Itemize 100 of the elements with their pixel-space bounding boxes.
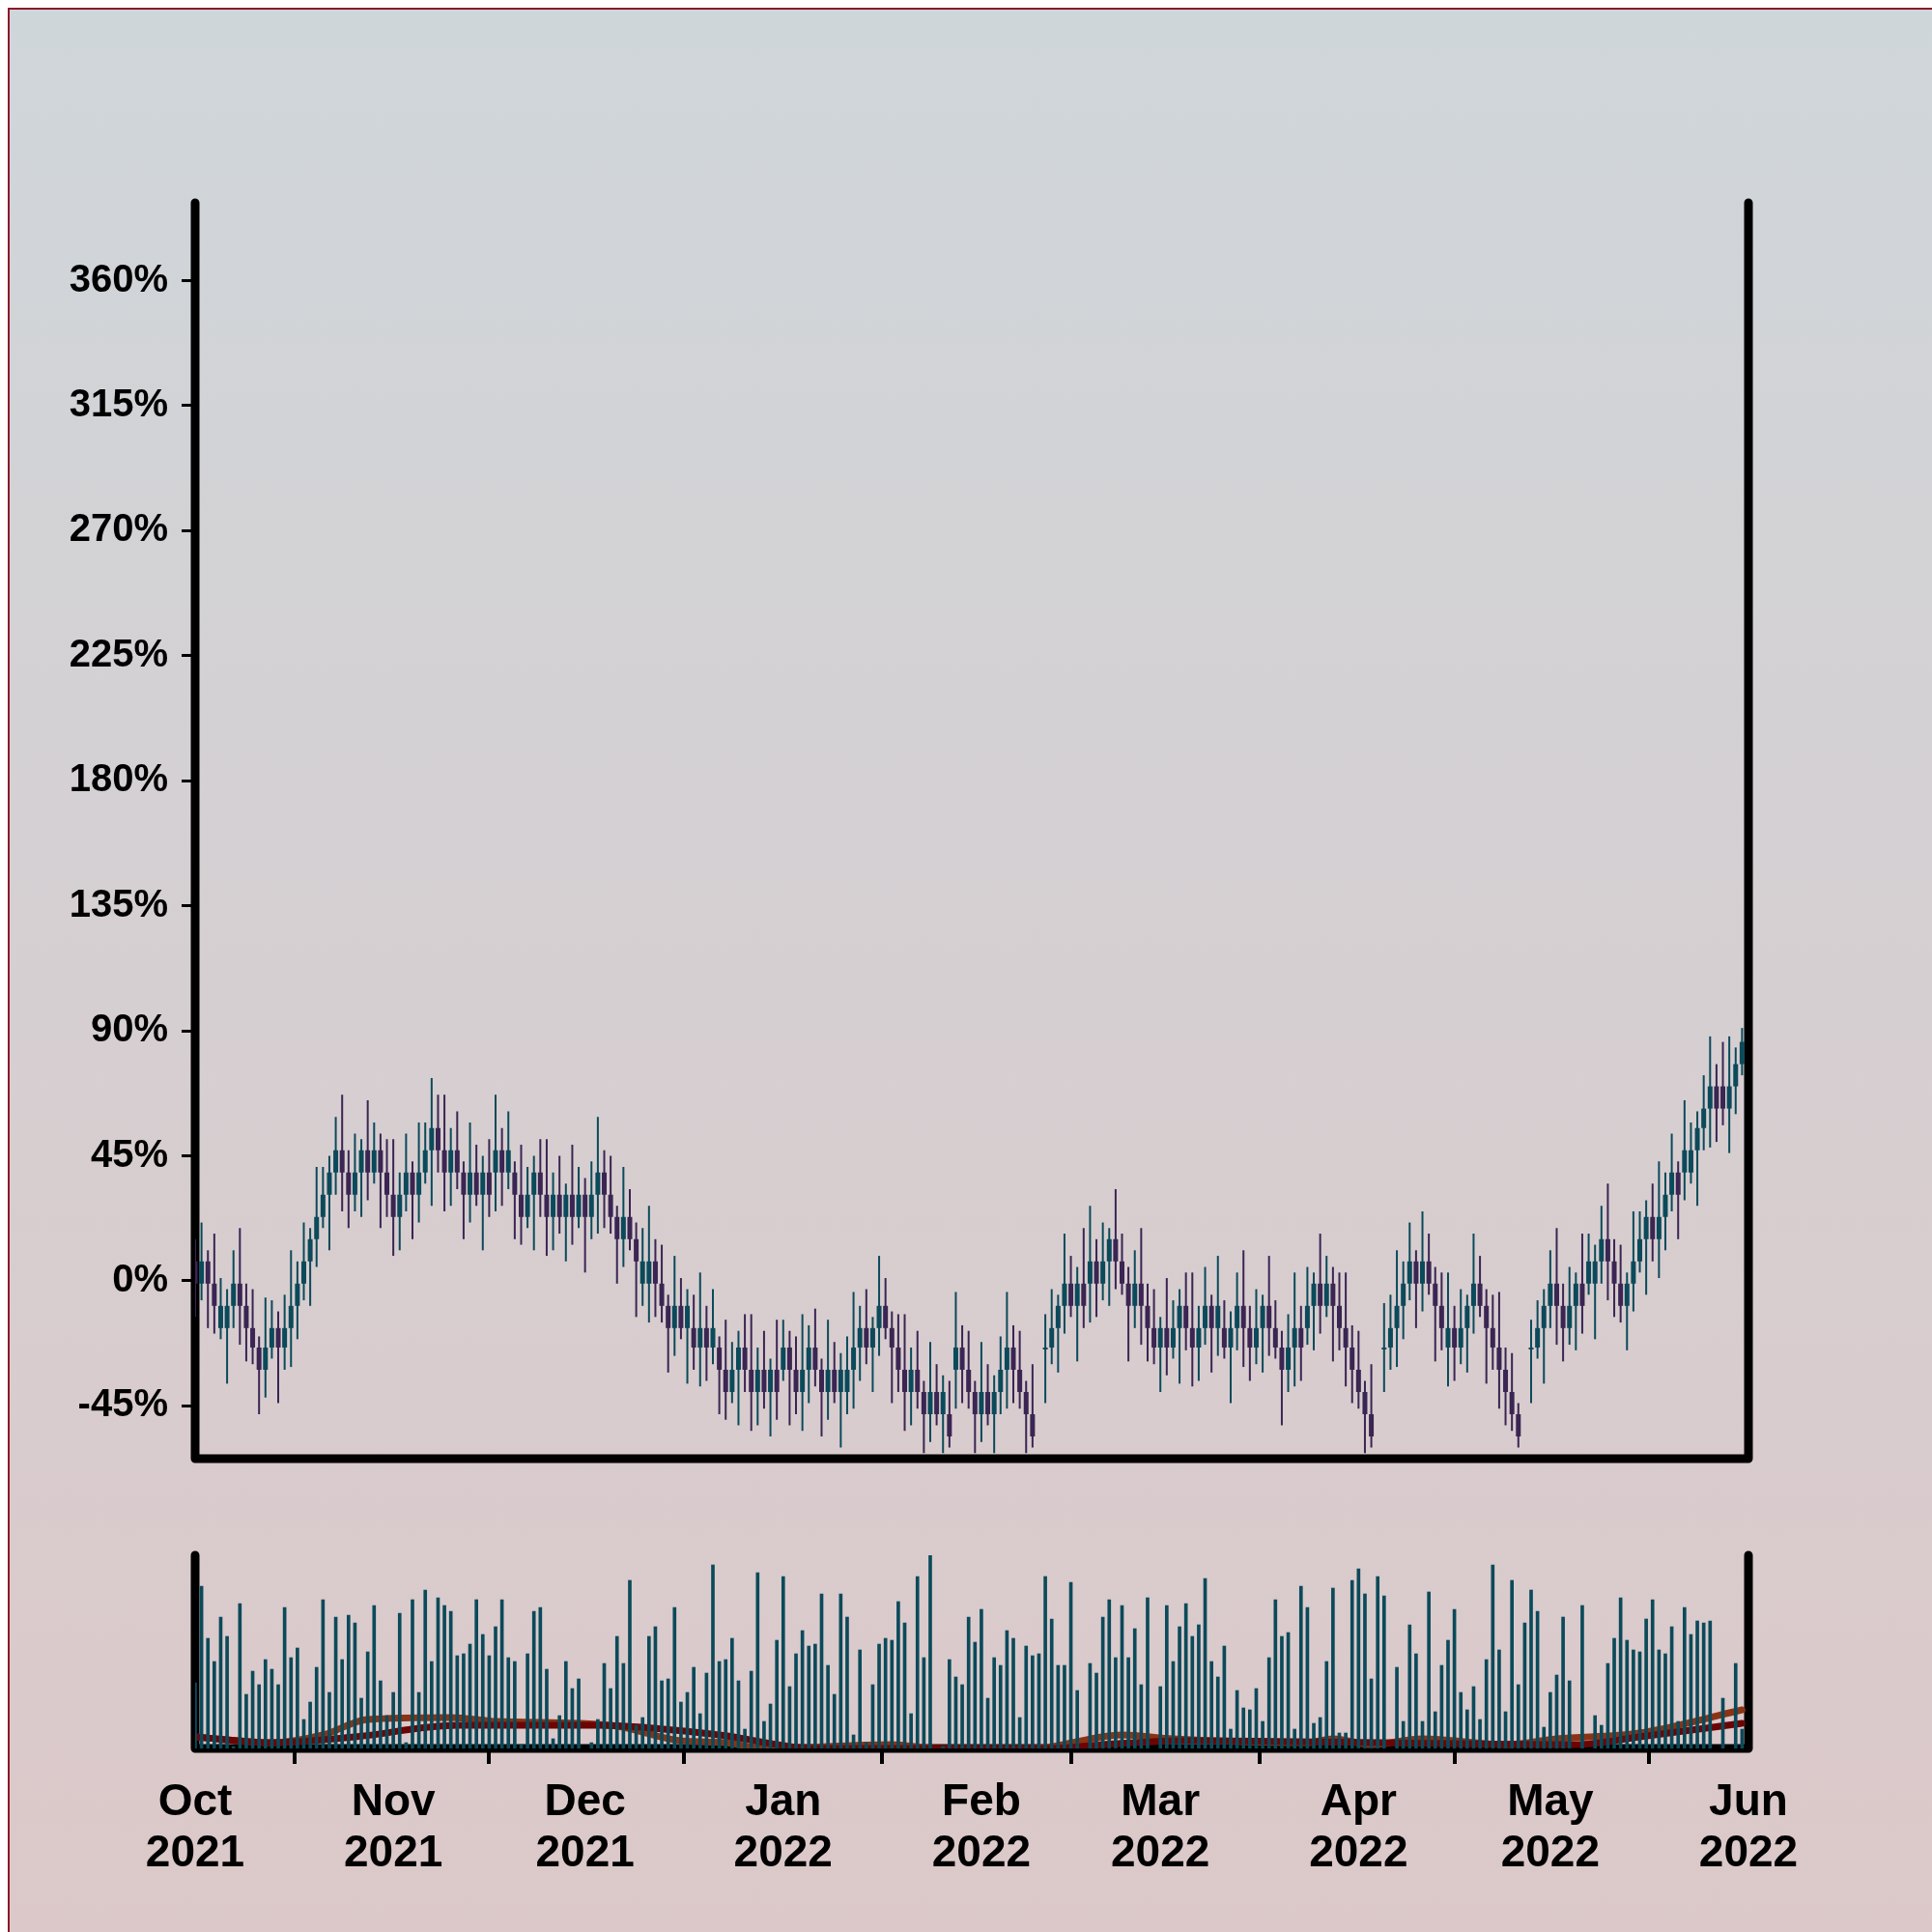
candlestick	[1413, 1249, 1419, 1329]
candlestick	[365, 1098, 371, 1202]
candlestick	[300, 1221, 306, 1302]
bar	[1561, 1616, 1565, 1748]
bar	[526, 1653, 529, 1748]
candlestick	[346, 1149, 352, 1230]
candlestick	[1707, 1035, 1713, 1149]
candlestick	[952, 1291, 958, 1410]
candlestick	[902, 1313, 908, 1433]
bar	[640, 1717, 645, 1748]
bar	[1433, 1711, 1437, 1748]
x-tick-label: Apr 2022	[1309, 1775, 1408, 1877]
bar	[697, 1713, 702, 1748]
candlestick	[454, 1110, 460, 1191]
candlestick	[1049, 1288, 1055, 1366]
candlestick	[793, 1335, 799, 1415]
bar	[1248, 1709, 1252, 1748]
candlestick	[812, 1307, 818, 1388]
candlestick	[505, 1110, 511, 1191]
bar	[1516, 1684, 1520, 1748]
candlestick	[1081, 1227, 1087, 1329]
bar	[238, 1603, 242, 1748]
candlestick	[998, 1335, 1004, 1415]
bar	[832, 1693, 837, 1748]
candlestick	[1004, 1291, 1009, 1410]
bar	[1663, 1653, 1667, 1748]
bar	[781, 1576, 785, 1748]
bar	[877, 1643, 881, 1748]
candlestick	[1618, 1243, 1624, 1324]
candlestick	[869, 1316, 875, 1393]
bar	[1165, 1605, 1169, 1748]
candlestick	[480, 1154, 486, 1252]
candlestick	[1017, 1329, 1023, 1410]
bar	[711, 1564, 715, 1748]
bar	[1548, 1691, 1552, 1748]
bar	[1024, 1645, 1029, 1748]
y-tick-label: -45%	[77, 1381, 168, 1425]
bar	[1376, 1576, 1380, 1748]
bar	[1599, 1724, 1604, 1748]
candlestick	[991, 1374, 997, 1455]
candlestick	[1189, 1271, 1195, 1388]
candlestick	[493, 1094, 498, 1213]
candlestick	[927, 1341, 933, 1443]
candlestick	[666, 1293, 671, 1374]
candlestick	[1215, 1255, 1221, 1357]
bar	[980, 1608, 983, 1748]
candlestick	[531, 1154, 537, 1252]
bar	[545, 1668, 549, 1748]
candlestick	[985, 1363, 991, 1427]
candlestick	[518, 1144, 524, 1246]
candlestick	[282, 1293, 288, 1371]
candlestick	[1120, 1233, 1125, 1296]
bar	[666, 1678, 670, 1748]
bar	[864, 1742, 868, 1748]
candlestick	[551, 1171, 556, 1252]
bar	[948, 1659, 952, 1748]
bar	[448, 1610, 453, 1748]
bar	[647, 1635, 651, 1748]
bar	[289, 1657, 294, 1748]
candlestick	[1113, 1188, 1119, 1291]
candlestick	[435, 1094, 440, 1174]
candlestick	[1438, 1271, 1444, 1351]
candlestick	[1624, 1271, 1630, 1351]
candlestick	[461, 1160, 467, 1240]
candlestick	[1286, 1313, 1292, 1393]
candlestick	[1452, 1304, 1458, 1382]
bar	[928, 1555, 932, 1748]
bar	[858, 1649, 863, 1748]
candlestick	[1023, 1379, 1029, 1455]
bar	[1542, 1726, 1547, 1748]
x-tick-label: Nov 2021	[343, 1775, 443, 1877]
bar	[672, 1606, 677, 1748]
y-tick-label: 315%	[69, 381, 168, 424]
candlestick	[1010, 1323, 1016, 1405]
candlestick	[634, 1221, 639, 1319]
y-tick-label: 360%	[69, 256, 168, 299]
bar	[998, 1664, 1003, 1748]
bar	[1644, 1618, 1648, 1748]
candlestick	[1125, 1265, 1131, 1363]
candlestick	[781, 1319, 786, 1382]
candlestick	[1490, 1293, 1495, 1371]
candlestick	[1094, 1237, 1099, 1319]
candlestick	[1381, 1301, 1387, 1393]
candlestick	[1401, 1260, 1406, 1341]
bar	[1229, 1728, 1233, 1748]
candlestick	[620, 1166, 626, 1268]
bar	[589, 1742, 594, 1748]
candlestick	[1726, 1035, 1732, 1154]
candlestick	[1682, 1098, 1688, 1202]
candlestick	[614, 1205, 620, 1285]
candlestick	[1062, 1233, 1067, 1335]
bar	[1293, 1728, 1296, 1748]
candlestick	[327, 1154, 332, 1252]
bar	[1529, 1589, 1533, 1748]
candlestick	[659, 1243, 665, 1324]
candlestick	[940, 1374, 946, 1455]
candlestick	[774, 1319, 780, 1421]
bar	[1132, 1628, 1137, 1748]
candlestick	[1183, 1271, 1189, 1351]
candlestick	[1701, 1074, 1707, 1151]
